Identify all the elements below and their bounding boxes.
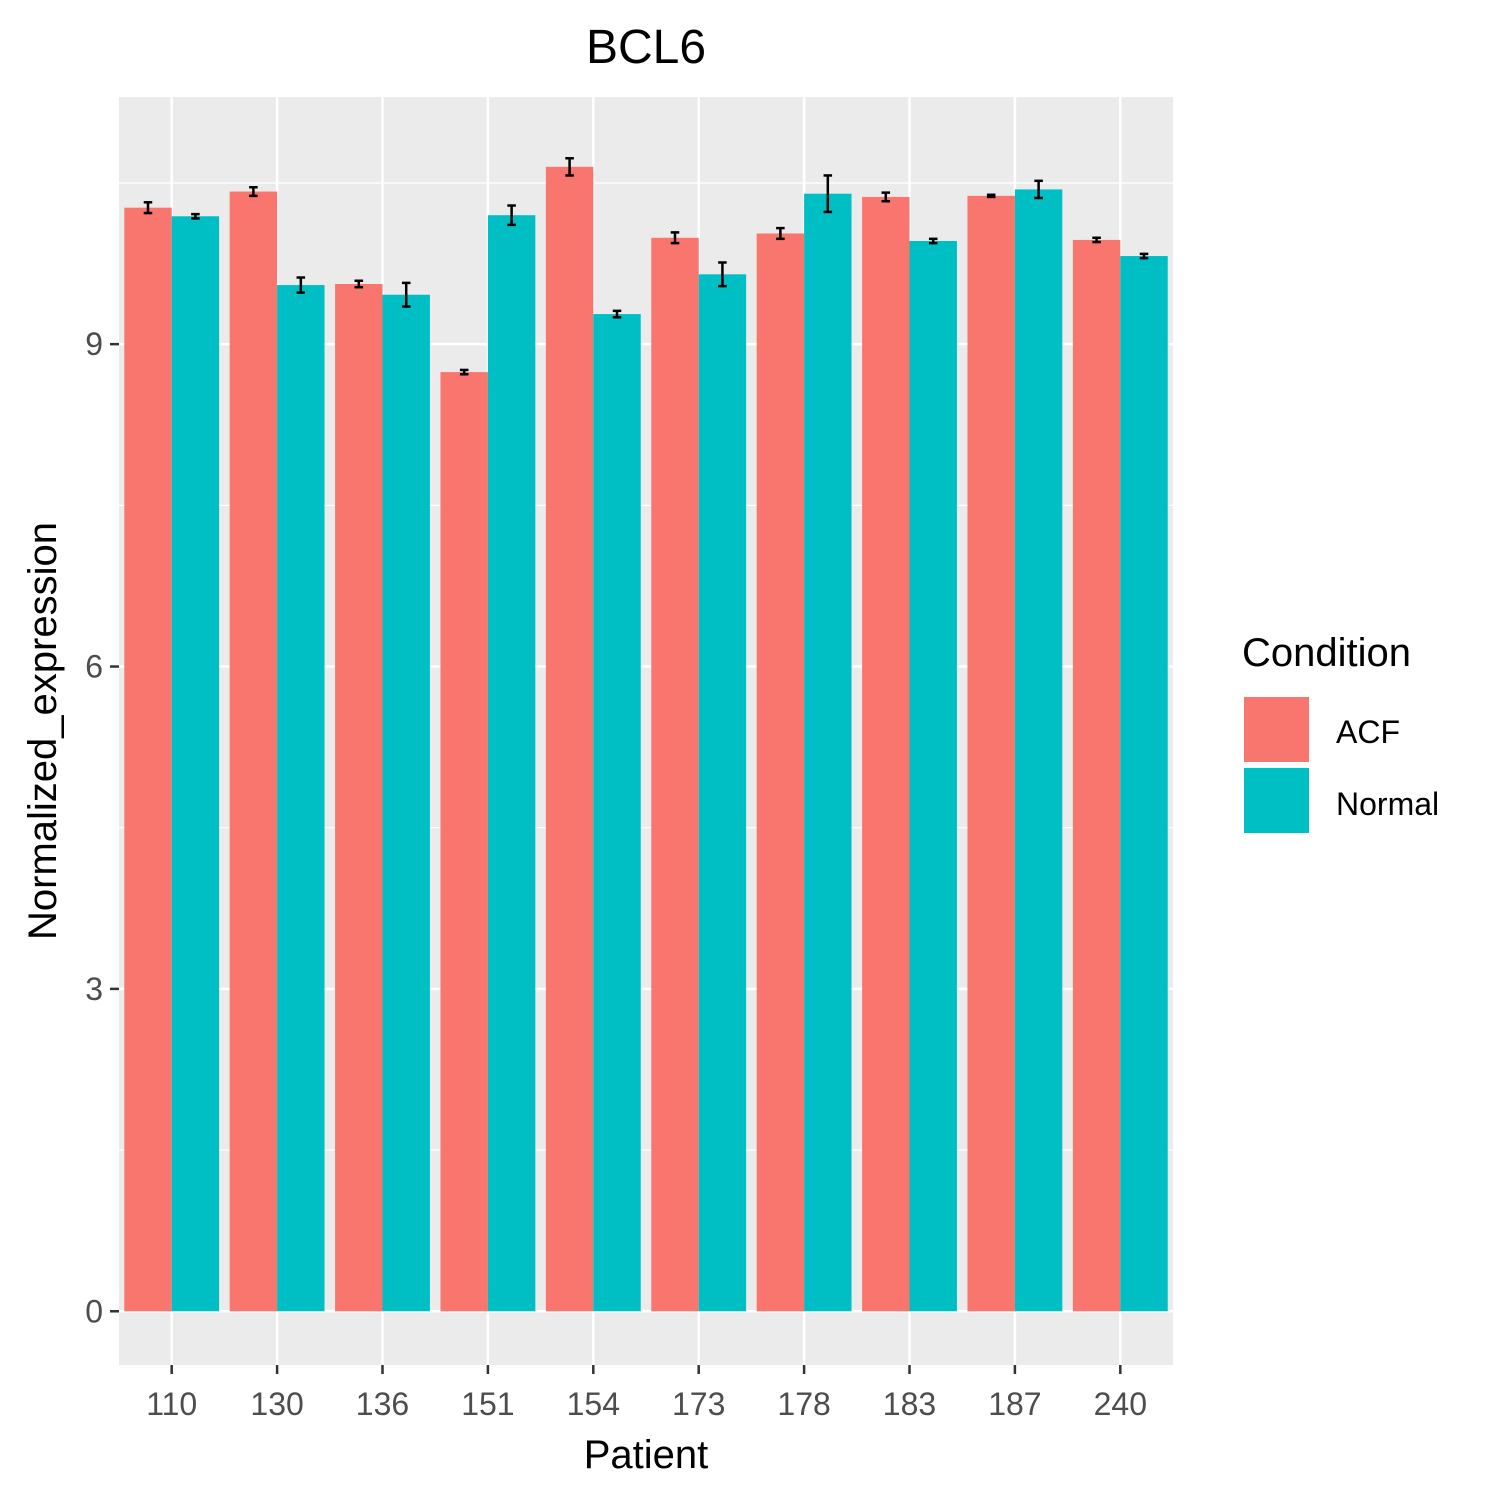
bars-layer <box>124 166 1168 1312</box>
bar-acf-173 <box>651 237 699 1312</box>
bar-normal-136 <box>382 294 430 1312</box>
error-bar-normal-151 <box>507 204 516 227</box>
error-bars-layer <box>143 157 1149 376</box>
error-bar-acf-130 <box>249 186 258 198</box>
error-bar-acf-154 <box>565 157 574 177</box>
legend-label-acf: ACF <box>1336 714 1400 750</box>
error-bar-normal-173 <box>718 261 727 288</box>
error-bar-normal-187 <box>1034 179 1043 200</box>
bar-acf-136 <box>335 283 383 1312</box>
bar-normal-130 <box>277 285 325 1312</box>
bar-acf-183 <box>862 196 910 1312</box>
x-tick-label: 110 <box>146 1386 197 1422</box>
bar-acf-154 <box>545 166 594 1312</box>
x-tick-label: 130 <box>250 1386 303 1422</box>
error-bar-normal-178 <box>823 174 833 214</box>
legend-key-normal <box>1242 766 1311 835</box>
bar-acf-110 <box>124 207 172 1312</box>
y-tick-label: 6 <box>85 649 103 685</box>
bar-acf-130 <box>229 191 278 1312</box>
error-bar-acf-151 <box>459 368 469 376</box>
bar-normal-240 <box>1120 256 1168 1312</box>
error-bar-acf-136 <box>354 279 364 289</box>
bar-normal-173 <box>698 274 747 1312</box>
x-tick-label: 178 <box>777 1386 830 1422</box>
legend-title: Condition <box>1242 631 1411 675</box>
x-tick-label: 136 <box>356 1386 409 1422</box>
bar-acf-178 <box>756 233 805 1312</box>
error-bar-normal-110 <box>191 212 200 220</box>
bar-normal-187 <box>1014 189 1063 1312</box>
x-tick-label: 151 <box>461 1386 514 1422</box>
error-bar-normal-130 <box>296 276 306 294</box>
chart-title: BCL6 <box>586 21 706 74</box>
bar-normal-151 <box>487 215 536 1312</box>
bar-acf-240 <box>1072 239 1121 1312</box>
error-bar-acf-187 <box>986 193 996 199</box>
y-tick-label: 0 <box>85 1293 103 1329</box>
error-bar-acf-110 <box>143 201 153 215</box>
x-axis: 110 130 136 151 154 173 178 183 187 240 <box>146 1365 1147 1422</box>
error-bar-acf-178 <box>776 226 785 241</box>
x-tick-label: 240 <box>1094 1386 1147 1422</box>
x-tick-label: 173 <box>672 1386 725 1422</box>
x-axis-title: Patient <box>584 1433 709 1477</box>
error-bar-normal-183 <box>928 237 938 245</box>
bar-normal-110 <box>171 216 220 1312</box>
bar-normal-183 <box>909 240 957 1312</box>
y-tick-label: 3 <box>85 971 103 1007</box>
error-bar-normal-136 <box>401 281 411 308</box>
legend-label-normal: Normal <box>1336 786 1439 822</box>
legend: Condition ACF Normal <box>1242 631 1439 835</box>
x-tick-label: 154 <box>567 1386 620 1422</box>
y-axis-title: Normalized_expression <box>21 522 65 940</box>
error-bar-normal-240 <box>1139 252 1149 260</box>
y-axis: 0 3 6 9 <box>85 326 119 1329</box>
error-bar-acf-183 <box>881 191 891 203</box>
x-tick-label: 187 <box>988 1386 1041 1422</box>
error-bar-acf-173 <box>670 231 680 245</box>
bar-acf-151 <box>440 372 488 1312</box>
x-tick-label: 183 <box>883 1386 936 1422</box>
error-bar-normal-154 <box>612 309 622 319</box>
bar-acf-187 <box>967 195 1015 1312</box>
error-bar-acf-240 <box>1092 236 1101 244</box>
bar-normal-154 <box>593 314 641 1312</box>
y-tick-label: 9 <box>85 326 103 362</box>
bar-normal-178 <box>804 193 852 1312</box>
legend-key-acf <box>1242 695 1311 764</box>
